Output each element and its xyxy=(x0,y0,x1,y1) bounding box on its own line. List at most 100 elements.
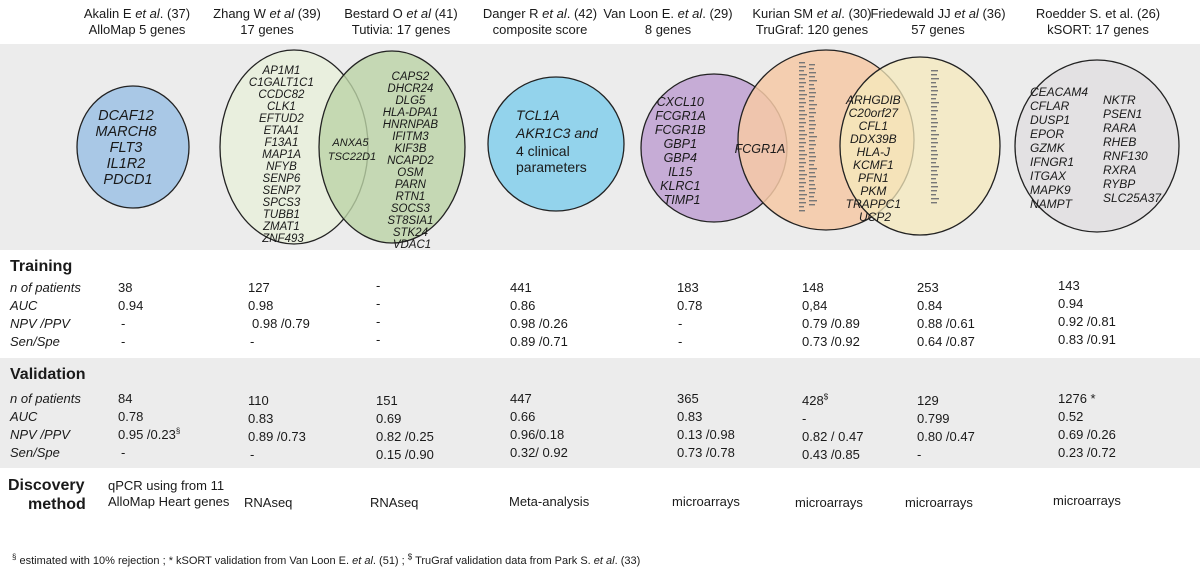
training-cell: - xyxy=(376,296,381,311)
validation-cell: 0.69 /0.26 xyxy=(1058,427,1116,442)
training-cell: 0.89 /0.71 xyxy=(510,334,568,349)
validation-cell: 0.95 /0.23§ xyxy=(118,426,181,442)
validation-cell: 447 xyxy=(510,391,532,406)
training-cell: 0,84 xyxy=(802,298,828,313)
column-header-vanloon: Van Loon E. et al. (29) 8 genes xyxy=(603,6,733,37)
discovery-cell: microarrays xyxy=(905,495,973,510)
validation-cell: 0.15 /0.90 xyxy=(376,447,434,462)
validation-cell: 0.83 xyxy=(677,409,703,424)
training-cell: 0.92 /0.81 xyxy=(1058,314,1116,329)
validation-cell: 0.83 xyxy=(248,411,274,426)
validation-heading: Validation xyxy=(10,366,86,383)
validation-cell: 84 xyxy=(118,391,133,406)
training-row-label: n of patients xyxy=(10,280,81,295)
training-cell: 0.84 xyxy=(917,298,943,313)
training-cell: - xyxy=(121,316,126,331)
training-cell: - xyxy=(250,334,255,349)
training-cell: 0.79 /0.89 xyxy=(802,316,860,331)
validation-cell: 0.82 /0.25 xyxy=(376,429,434,444)
shared-genes: ANXA5 TSC22D1 xyxy=(328,137,376,163)
training-cell: 38 xyxy=(118,280,133,295)
training-cell: 0.86 xyxy=(510,298,536,313)
column-header-roedder: Roedder S. et al. (26) kSORT: 17 genes xyxy=(1035,6,1161,37)
footnote: § estimated with 10% rejection ; * kSORT… xyxy=(12,552,641,567)
training-cell: - xyxy=(121,334,126,349)
vanloon-kurian-shared-gene: FCGR1A xyxy=(735,142,786,156)
validation-cell: - xyxy=(250,447,255,462)
training-cell: 441 xyxy=(510,280,532,295)
validation-cell: 0.80 /0.47 xyxy=(917,429,975,444)
validation-cell: 0.799 xyxy=(917,411,950,426)
friedewald-tiny-genes xyxy=(931,70,939,204)
column-header-akalin: Akalin E et al. (37) AlloMap 5 genes xyxy=(83,6,191,37)
training-cell: 0.83 /0.91 xyxy=(1058,332,1116,347)
validation-cell: 365 xyxy=(677,391,699,406)
column-header-kurian: Kurian SM et al. (30) TruGraf: 120 genes xyxy=(752,6,872,37)
discovery-cell: Meta-analysis xyxy=(509,494,590,509)
validation-cell: 129 xyxy=(917,393,939,408)
zhang-genes: AP1M1 C1GALT1C1 CCDC82 CLK1 EFTUD2 ETAA1… xyxy=(249,65,317,245)
danger-circle xyxy=(487,76,625,212)
validation-cell: 428$ xyxy=(802,392,829,408)
training-cell: - xyxy=(376,332,381,347)
validation-row-label: Sen/Spe xyxy=(10,445,60,460)
kurian-friedewald-shared-genes: ARHGDIB C20orf27 CFL1 DDX39B HLA-J KCMF1… xyxy=(845,93,904,224)
validation-cell: 110 xyxy=(248,393,269,408)
training-cell: 0.98 xyxy=(248,298,274,313)
vanloon-genes: CXCL10 FCGR1A FCGR1B GBP1 GBP4 IL15 KLRC… xyxy=(655,95,709,207)
validation-band xyxy=(0,358,1200,468)
column-header-bestard: Bestard O et al (41) Tutivia: 17 genes xyxy=(344,6,458,37)
column-header-danger: Danger R et al. (42) composite score xyxy=(482,6,598,37)
discovery-cell: microarrays xyxy=(795,495,863,510)
validation-cell: 0.96/0.18 xyxy=(510,427,565,442)
akalin-circle xyxy=(76,85,190,209)
training-cell: 0.78 xyxy=(677,298,703,313)
discovery-cell: qPCR using from 11 AlloMap Heart genes xyxy=(108,478,230,509)
discovery-cell: microarrays xyxy=(1053,493,1121,508)
discovery-cell: RNAseq xyxy=(244,495,293,510)
training-cell: 127 xyxy=(248,280,270,295)
bestard-circle xyxy=(318,50,466,244)
danger-genes: TCL1A AKR1C3 and 4 clinical parameters xyxy=(515,107,602,175)
validation-cell: 0.82 / 0.47 xyxy=(802,429,864,444)
validation-cell: - xyxy=(121,445,126,460)
validation-row-label: AUC xyxy=(10,409,38,424)
validation-cell: 0.69 xyxy=(376,411,402,426)
validation-cell: 0.78 xyxy=(118,409,144,424)
validation-cell: 1276 * xyxy=(1058,391,1096,406)
validation-cell: 0.52 xyxy=(1058,409,1084,424)
training-row-label: NPV /PPV xyxy=(10,316,70,331)
validation-cell: 0.43 /0.85 xyxy=(802,447,860,462)
training-cell: 143 xyxy=(1058,278,1080,293)
discovery-cell: microarrays xyxy=(672,494,740,509)
roedder-circle xyxy=(1014,59,1180,233)
discovery-cell: RNAseq xyxy=(370,495,419,510)
validation-cell: 0.13 /0.98 xyxy=(677,427,735,442)
training-cell: - xyxy=(376,314,381,329)
training-cell: 0.98 /0.26 xyxy=(510,316,568,331)
training-cell: 0.98 /0.79 xyxy=(252,316,310,331)
training-heading: Training xyxy=(10,258,73,275)
training-cell: - xyxy=(678,334,683,349)
validation-cell: 0.89 /0.73 xyxy=(248,429,306,444)
signature-diagram: DCAF12 MARCH8 FLT3 IL1R2 PDCD1 AP1M1 C1G… xyxy=(76,49,1180,250)
validation-cell: - xyxy=(917,447,922,462)
validation-cell: - xyxy=(802,411,807,426)
training-cell: 148 xyxy=(802,280,824,295)
validation-cell: 0.23 /0.72 xyxy=(1058,445,1116,460)
dollar-mark: $ xyxy=(823,392,829,402)
training-row-label: Sen/Spe xyxy=(10,334,60,349)
discovery-heading: Discovery method xyxy=(8,477,86,513)
training-cell: 0.73 /0.92 xyxy=(802,334,860,349)
training-cell: 183 xyxy=(677,280,699,295)
validation-cell: 0.73 /0.78 xyxy=(677,445,735,460)
validation-cell: 0.66 xyxy=(510,409,536,424)
validation-cell: 0.32/ 0.92 xyxy=(510,445,568,460)
validation-row-label: NPV /PPV xyxy=(10,427,70,442)
bestard-genes: CAPS2 DHCR24 DLG5 HLA-DPA1 HNRNPAB IFITM… xyxy=(383,71,442,250)
training-row-label: AUC xyxy=(10,298,38,313)
roedder-genes-col2: NKTR PSEN1 RARA RHEB RNF130 RXRA RYBP SL… xyxy=(1103,93,1162,205)
training-cell: - xyxy=(678,316,683,331)
validation-row-label: n of patients xyxy=(10,391,81,406)
training-cell: 0.94 xyxy=(118,298,144,313)
